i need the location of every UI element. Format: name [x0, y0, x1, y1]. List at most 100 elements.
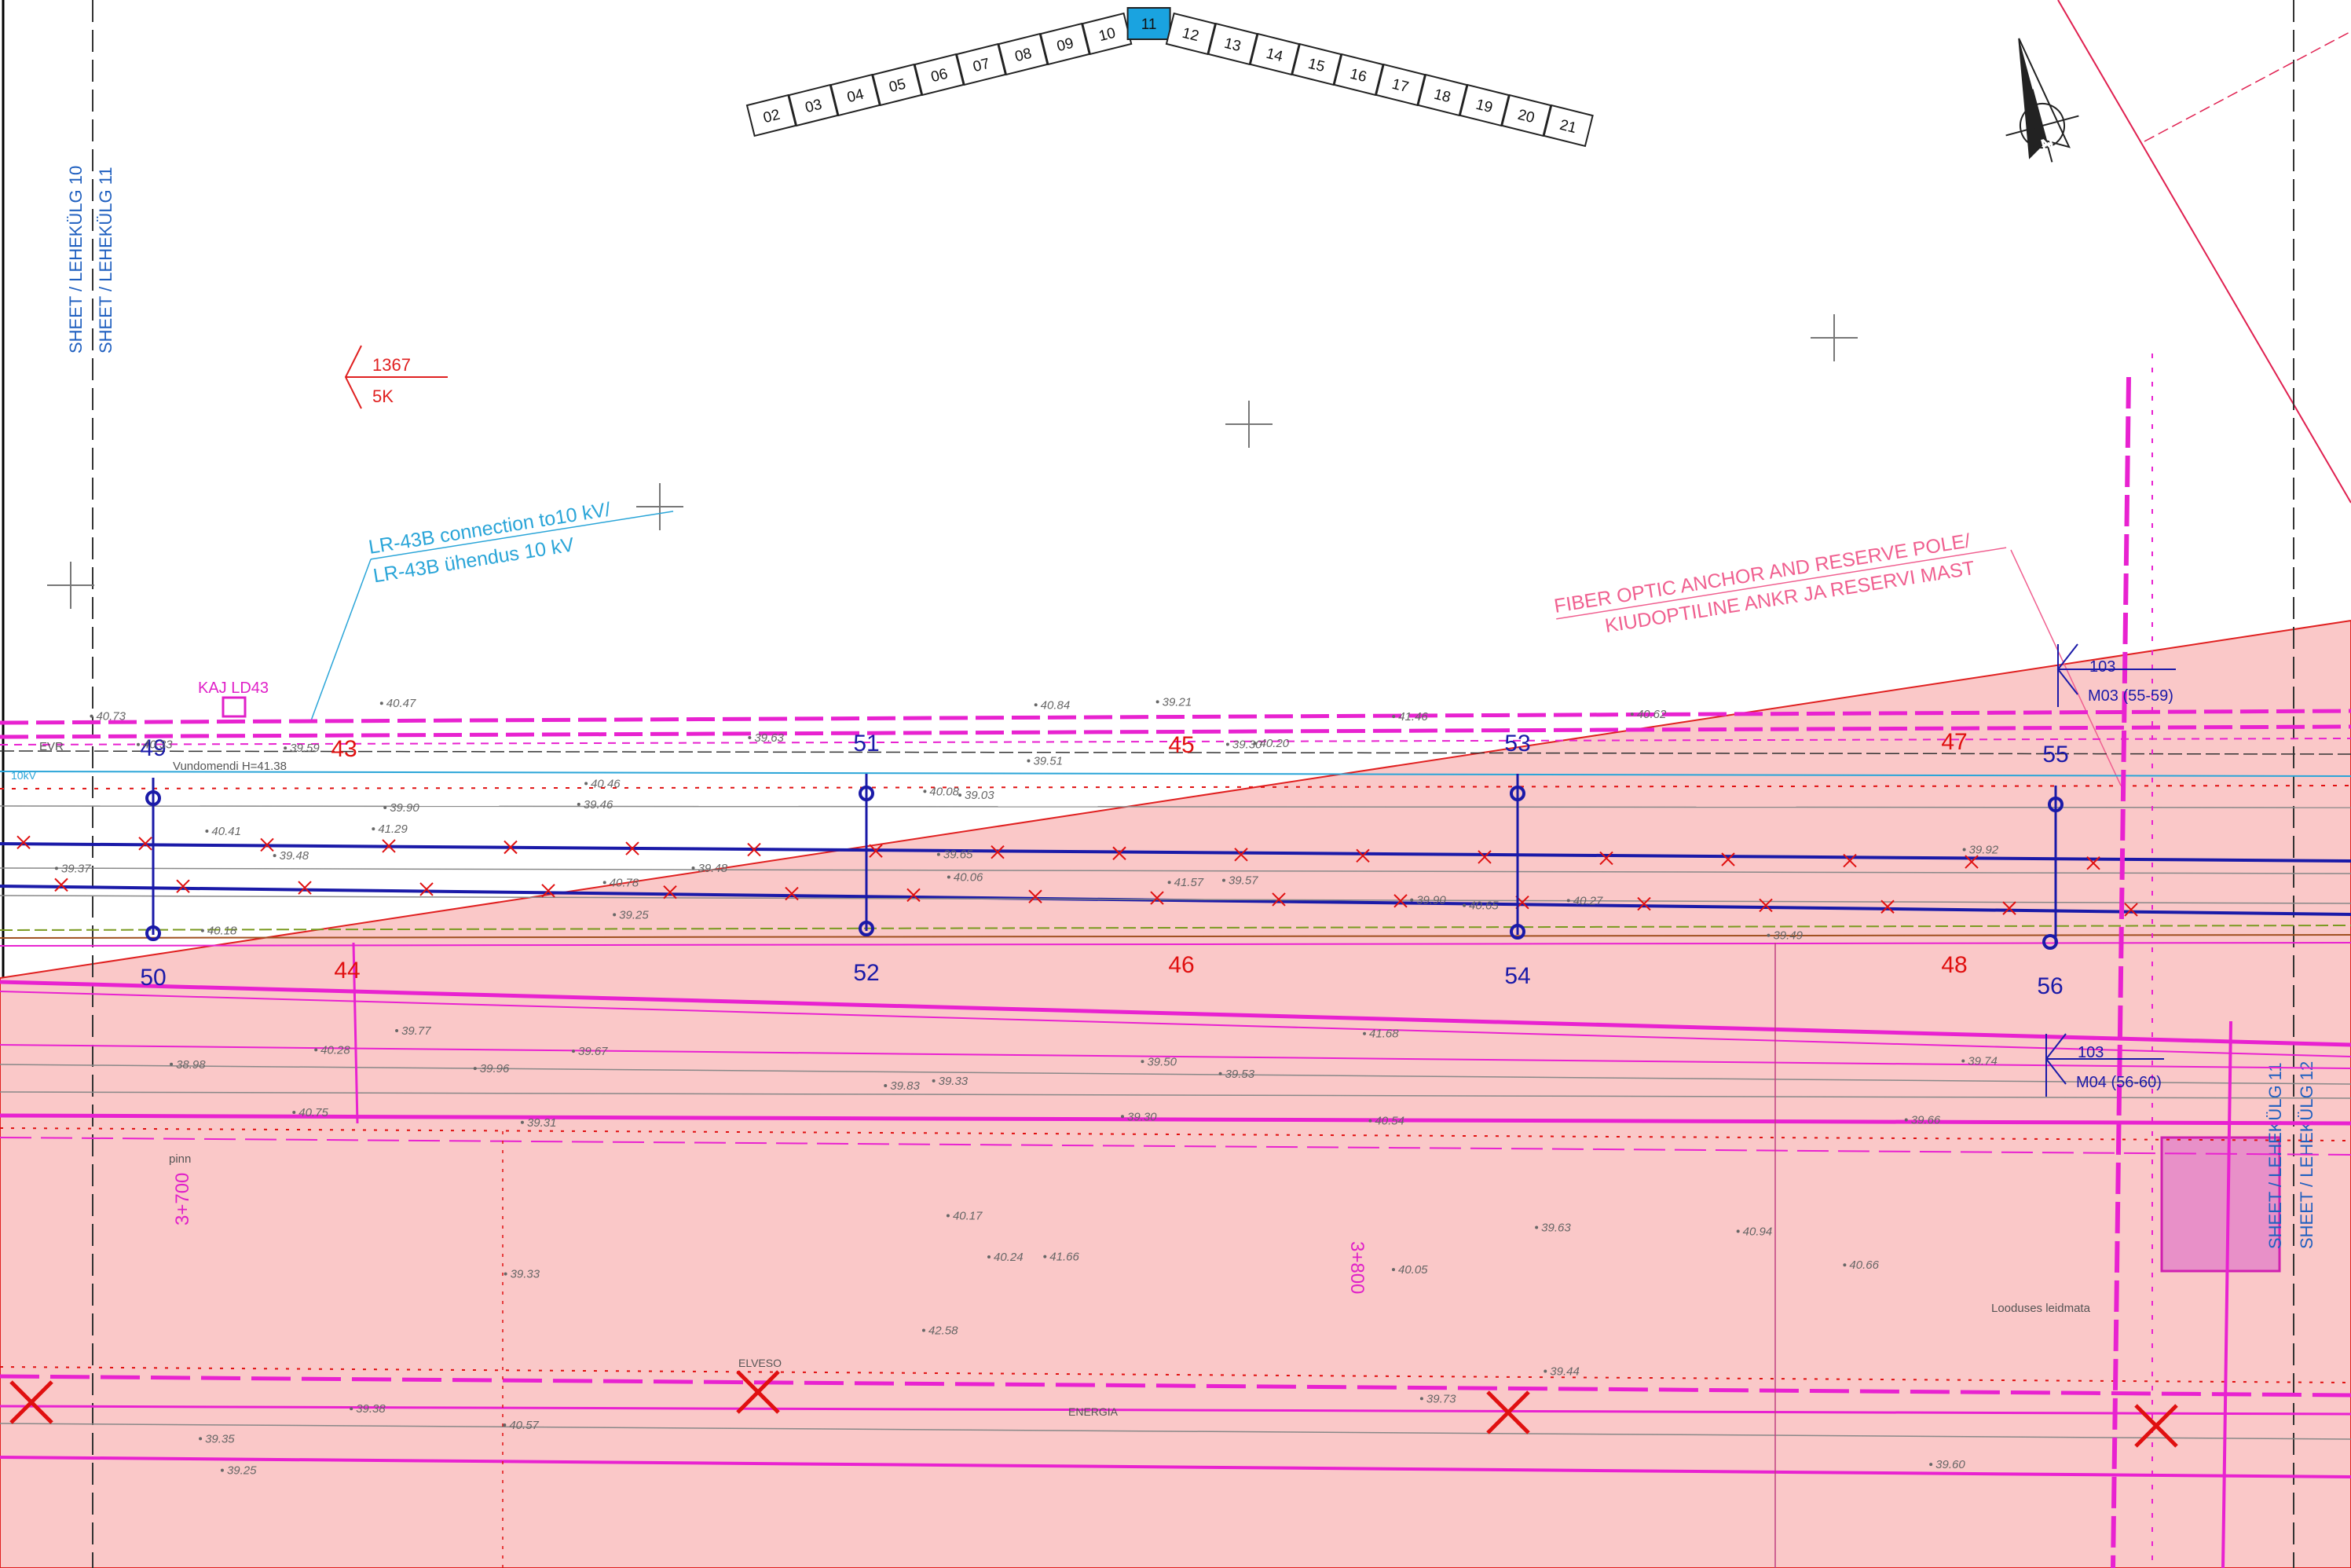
svg-text:41.68: 41.68: [1369, 1028, 1399, 1041]
sheet-box-03[interactable]: 03: [788, 83, 839, 127]
sheet-box-04[interactable]: 04: [829, 73, 881, 117]
svg-text:40.41: 40.41: [211, 825, 241, 838]
elevation-point: 39.90: [1410, 894, 1446, 907]
svg-text:39.30: 39.30: [1232, 738, 1262, 752]
fence-mark: [869, 844, 883, 858]
corridor-lines: [0, 354, 2351, 1568]
sheet-box-label: 05: [888, 76, 908, 96]
elevation-point: 39.46: [577, 798, 613, 811]
elevation-point: 39.21: [1155, 695, 1192, 709]
pole-label: 54: [1504, 963, 1530, 989]
pole-label: 50: [140, 965, 166, 991]
elevation-point: 40.54: [1368, 1115, 1404, 1128]
sheet-box-13[interactable]: 13: [1207, 22, 1258, 66]
pole-45[interactable]: 45: [1168, 732, 1194, 758]
sheet-box-18[interactable]: 18: [1417, 73, 1468, 117]
sheet-box-07[interactable]: 07: [955, 42, 1007, 86]
svg-text:39.35: 39.35: [205, 1432, 235, 1445]
sheet-box-08[interactable]: 08: [998, 32, 1049, 76]
svg-text:39.51: 39.51: [1033, 755, 1063, 768]
svg-text:40.75: 40.75: [298, 1106, 328, 1119]
sheet-box-label: 19: [1474, 97, 1495, 116]
svg-text:41.57: 41.57: [1174, 876, 1204, 889]
pole-44[interactable]: 44: [334, 958, 360, 984]
pole-46[interactable]: 46: [1168, 952, 1194, 978]
fence-mark: [1599, 851, 1613, 866]
pole-label: 47: [1941, 729, 1967, 755]
sheet-box-02[interactable]: 02: [745, 93, 797, 137]
sheet-box-17[interactable]: 17: [1375, 63, 1426, 107]
sheet-label-right-a: SHEET / LEHEKÜLG 11: [2265, 1062, 2285, 1249]
sheet-box-05[interactable]: 05: [871, 63, 923, 107]
pole-47[interactable]: 47: [1941, 729, 1967, 755]
svg-text:40.54: 40.54: [1375, 1115, 1404, 1128]
fence-mark: [1393, 894, 1408, 908]
elevation-point: 39.96: [473, 1062, 510, 1075]
fence-mark: [504, 840, 518, 855]
pole-54[interactable]: 54: [1504, 924, 1531, 989]
sheet-box-16[interactable]: 16: [1333, 53, 1384, 97]
sheet-box-12[interactable]: 12: [1165, 12, 1217, 56]
blue-rail-line: [0, 885, 2351, 916]
magenta-thin-line: [0, 738, 2351, 746]
elevation-point: 39.83: [884, 1079, 920, 1093]
pole-55[interactable]: 55: [2042, 742, 2069, 812]
svg-text:38.98: 38.98: [176, 1058, 206, 1072]
sheet-box-20[interactable]: 20: [1500, 93, 1552, 137]
svg-text:40.62: 40.62: [1637, 708, 1667, 721]
sheet-box-label: 10: [1097, 25, 1118, 45]
m04-marker: 103 M04 (56-60): [2045, 1033, 2164, 1097]
poles: 49 50 51 52 53 54 55 56 43 44 45 46 47 48: [140, 729, 2068, 999]
pole-label: 43: [331, 736, 357, 762]
svg-text:40.47: 40.47: [386, 697, 416, 710]
fence-mark: [1150, 891, 1164, 905]
svg-text:40.24: 40.24: [994, 1251, 1024, 1264]
fence-mark: [298, 881, 312, 895]
pole-43[interactable]: 43: [331, 736, 357, 762]
fence-mark: [1028, 889, 1042, 903]
pole-label: 49: [140, 735, 166, 761]
north-arrow-icon: N: [2005, 38, 2079, 163]
sheet-box-21[interactable]: 21: [1543, 104, 1594, 148]
magenta-dashed-line: [0, 1137, 2351, 1156]
elevation-point: 39.92: [1962, 843, 1999, 856]
svg-text:40.78: 40.78: [610, 876, 639, 889]
sheet-box-06[interactable]: 06: [914, 53, 965, 97]
pinn-label: pinn: [169, 1152, 191, 1166]
pole-48[interactable]: 48: [1941, 952, 1967, 978]
elevation-point: 41.57: [1167, 876, 1204, 889]
fence-mark: [663, 885, 677, 899]
elevation-point: 41.68: [1363, 1028, 1399, 1041]
sheet-box-19[interactable]: 19: [1459, 83, 1511, 127]
kv-cable-line: [0, 771, 2351, 777]
pole-50[interactable]: 50: [140, 925, 167, 991]
pole-52[interactable]: 52: [853, 921, 880, 986]
sheet-box-15[interactable]: 15: [1291, 42, 1342, 86]
sheet-box-label: 09: [1055, 35, 1075, 55]
magenta-dashed-line: [0, 724, 2351, 739]
fence-mark: [260, 837, 274, 852]
svg-text:40.08: 40.08: [929, 785, 959, 798]
elevation-point: 39.37: [54, 862, 91, 875]
red-fence-line: [0, 785, 2351, 789]
elevation-point: 39.33: [504, 1268, 540, 1281]
magenta-thin-line: [0, 991, 2351, 1057]
sheet-box-09[interactable]: 09: [1039, 22, 1091, 66]
red-fence-line: [0, 1366, 2351, 1383]
fence-mark: [2002, 901, 2016, 915]
elevation-point: 39.03: [958, 789, 994, 802]
fence-mark: [419, 882, 434, 896]
sheet-box-11[interactable]: 11: [1126, 7, 1171, 40]
elevation-point: 40.65: [1463, 899, 1499, 913]
elevation-point: 40.47: [379, 697, 416, 710]
svg-text:39.59: 39.59: [290, 742, 320, 755]
elevation-point: 40.94: [1736, 1225, 1772, 1238]
sheet-label-left-a: SHEET / LEHEKÜLG 10: [66, 166, 86, 354]
elevation-point: 41.66: [1043, 1251, 1079, 1264]
fence-mark: [1721, 852, 1735, 866]
svg-text:39.63: 39.63: [1541, 1221, 1571, 1234]
sheet-box-14[interactable]: 14: [1249, 32, 1301, 76]
sheet-box-10[interactable]: 10: [1081, 12, 1133, 56]
station-label-3800: 3+800: [1346, 1241, 1368, 1294]
pole-56[interactable]: 56: [2037, 934, 2064, 999]
